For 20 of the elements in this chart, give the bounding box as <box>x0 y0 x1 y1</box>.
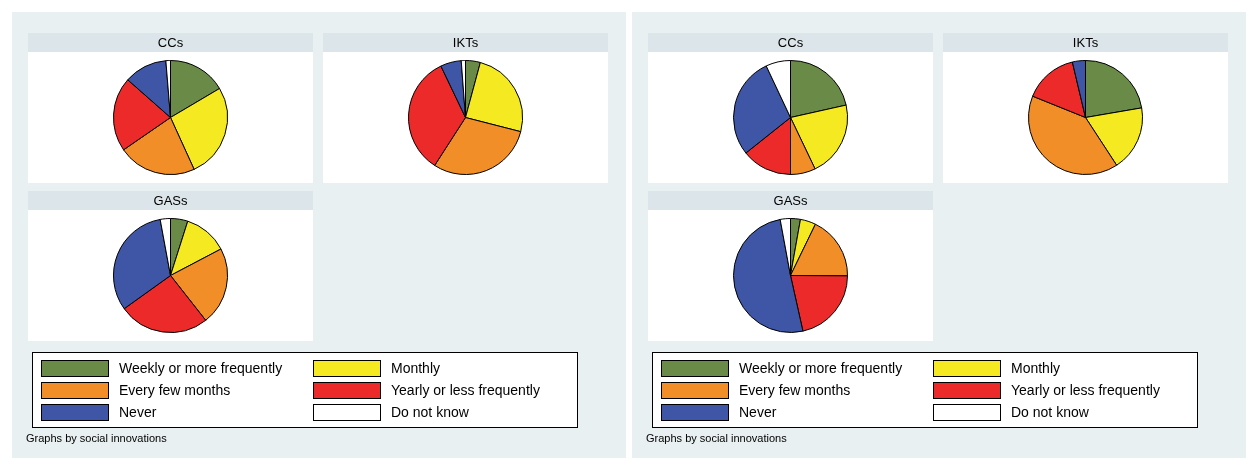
legend-label: Do not know <box>391 404 469 420</box>
slice-label: CCs <box>648 33 933 52</box>
text: Graphs by social innovations <box>26 432 167 444</box>
legend-label: Every few months <box>739 382 851 398</box>
legend-label: Weekly or more frequently <box>119 360 283 376</box>
legend-label: Monthly <box>391 360 441 376</box>
legend-label: Never <box>119 404 157 420</box>
legend-label: Every few months <box>119 382 231 398</box>
legend-label: Yearly or less frequently <box>1011 382 1160 398</box>
slice-label: GASs <box>28 191 313 210</box>
text: Graphs by social innovations <box>646 432 787 444</box>
legend-label: Yearly or less frequently <box>391 382 540 398</box>
slice-label: GASs <box>648 191 933 210</box>
legend-label: Monthly <box>1011 360 1061 376</box>
legend-label: Do not know <box>1011 404 1089 420</box>
legend-label: Never <box>739 404 777 420</box>
slice-label: CCs <box>28 33 313 52</box>
slice-label: IKTs <box>323 33 608 52</box>
legend-label: Weekly or more frequently <box>739 360 903 376</box>
slice-label: IKTs <box>943 33 1228 52</box>
